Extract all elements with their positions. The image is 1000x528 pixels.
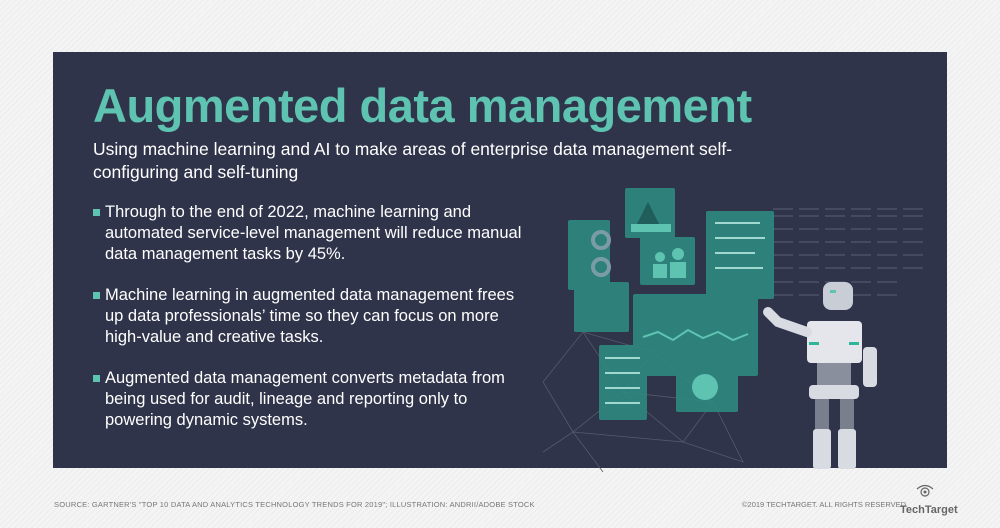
bullet-item: Machine learning in augmented data manag… <box>93 285 523 348</box>
robot-illustration <box>543 188 923 472</box>
page-title: Augmented data management <box>93 79 752 132</box>
bullet-text: Through to the end of 2022, machine lear… <box>105 203 522 263</box>
bullet-item: Augmented data management converts metad… <box>93 368 523 431</box>
bullet-text: Machine learning in augmented data manag… <box>105 286 515 346</box>
screen-details <box>591 202 765 404</box>
subtitle: Using machine learning and AI to make ar… <box>93 139 733 182</box>
techtarget-logo: TechTarget <box>900 484 958 516</box>
bullet-item: Through to the end of 2022, machine lear… <box>93 202 523 265</box>
bullet-list: Through to the end of 2022, machine lear… <box>93 202 523 451</box>
source-credit: SOURCE: GARTNER'S "TOP 10 DATA AND ANALY… <box>54 500 535 509</box>
dashed-lines <box>773 208 923 296</box>
copyright: ©2019 TECHTARGET. ALL RIGHTS RESERVED <box>742 500 907 509</box>
eye-logo-icon <box>916 484 934 497</box>
bullet-square-icon <box>93 375 100 382</box>
logo-text: TechTarget <box>900 504 958 516</box>
bullet-text: Augmented data management converts metad… <box>105 369 505 429</box>
robot <box>763 282 877 469</box>
bullet-square-icon <box>93 209 100 216</box>
bullet-square-icon <box>93 292 100 299</box>
infographic-panel: Augmented data management Using machine … <box>53 52 947 472</box>
